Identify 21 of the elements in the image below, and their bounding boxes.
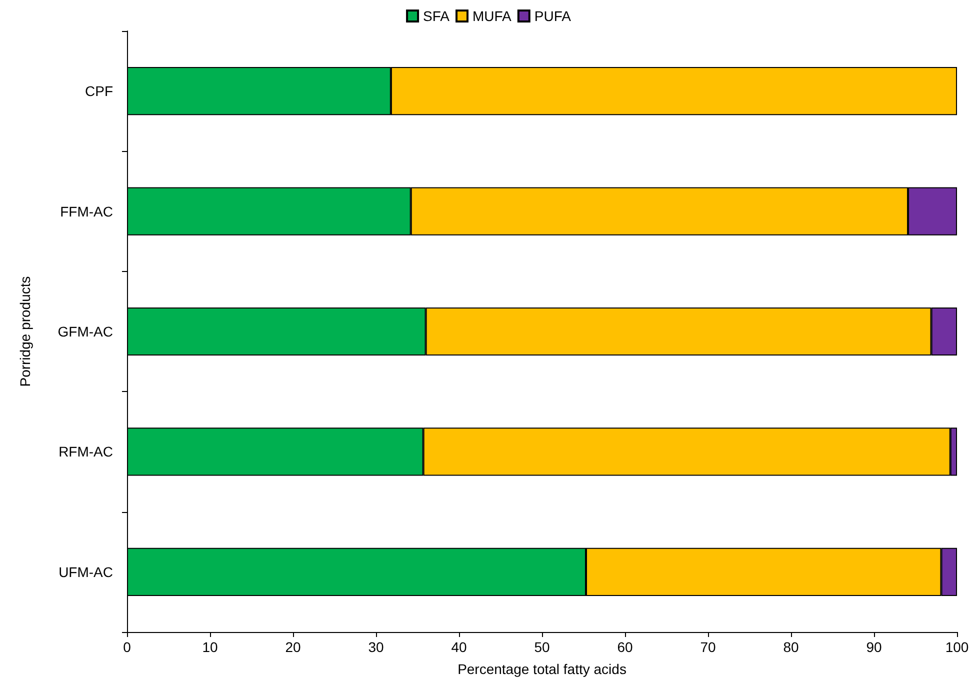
y-axis-title: Porridge products xyxy=(17,276,33,387)
x-tick-label: 70 xyxy=(700,639,716,655)
legend-label: MUFA xyxy=(472,8,512,24)
y-tick-label: UFM-AC xyxy=(58,564,113,580)
x-tick-label: 80 xyxy=(783,639,799,655)
x-tick-label: 100 xyxy=(945,639,969,655)
legend-label: SFA xyxy=(423,8,450,24)
y-tick-label: RFM-AC xyxy=(58,444,113,460)
legend-label: PUFA xyxy=(534,8,572,24)
x-tick-label: 40 xyxy=(451,639,467,655)
x-tick-label: 0 xyxy=(123,639,132,655)
x-tick-label: 20 xyxy=(285,639,301,655)
x-tick-label: 90 xyxy=(866,639,882,655)
x-tick-label: 60 xyxy=(617,639,633,655)
y-tick-label: FFM-AC xyxy=(60,203,113,220)
y-tick-label: GFM-AC xyxy=(58,324,113,340)
x-tick-label: 10 xyxy=(202,639,218,655)
y-tick-label: CPF xyxy=(85,83,113,100)
x-tick-label: 30 xyxy=(368,639,384,655)
x-tick-label: 50 xyxy=(534,639,550,655)
x-axis-title: Percentage total fatty acids xyxy=(458,661,626,677)
